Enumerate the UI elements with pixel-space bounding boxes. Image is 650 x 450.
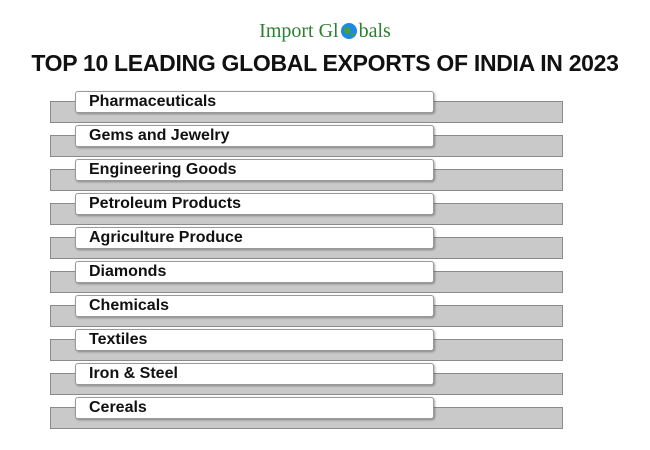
row-label: Agriculture Produce bbox=[75, 227, 434, 249]
row-label: Textiles bbox=[75, 329, 434, 351]
title: TOP 10 LEADING GLOBAL EXPORTS OF INDIA I… bbox=[31, 50, 619, 76]
logo-globe bbox=[340, 23, 357, 39]
row-label: Gems and Jewelry bbox=[75, 125, 434, 147]
logo: Import Gl bals bbox=[0, 20, 650, 43]
row-label: Iron & Steel bbox=[75, 363, 434, 385]
logo-text: Import Gl bbox=[259, 20, 339, 42]
row-label: Chemicals bbox=[75, 295, 434, 317]
row-label: Petroleum Products bbox=[75, 193, 434, 215]
logo-text: bals bbox=[358, 20, 391, 42]
row-label: Engineering Goods bbox=[75, 159, 434, 181]
row-label: Diamonds bbox=[75, 261, 434, 283]
row-label: Pharmaceuticals bbox=[75, 91, 434, 113]
row-label: Cereals bbox=[75, 397, 434, 419]
